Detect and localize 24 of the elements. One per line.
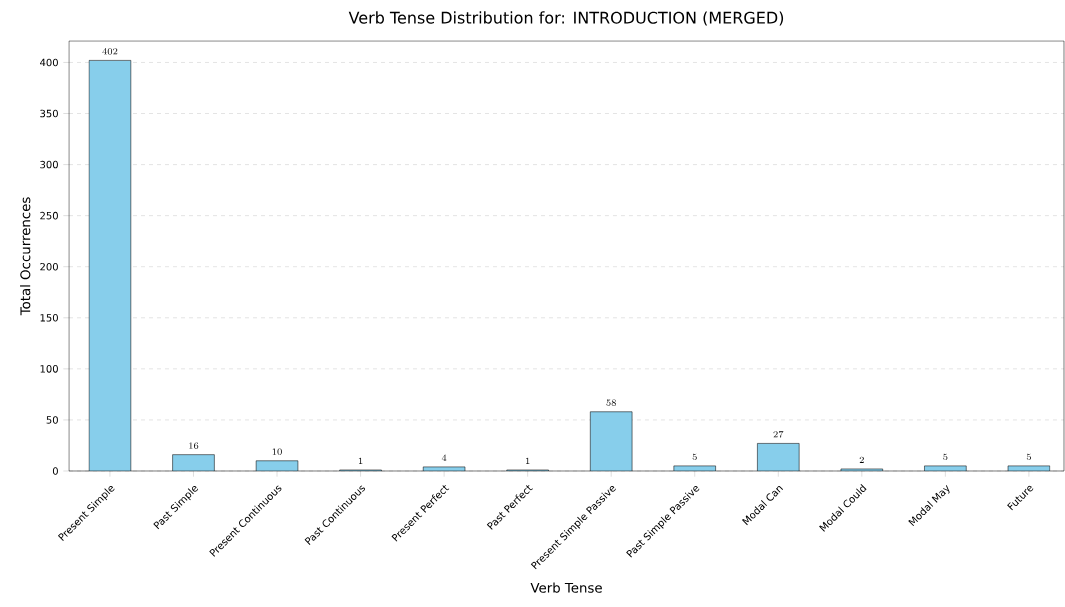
data-label: 27 xyxy=(773,431,784,438)
y-tick-label: 150 xyxy=(40,314,58,322)
data-label: 16 xyxy=(189,442,199,449)
data-label: 5 xyxy=(692,453,697,461)
y-axis-title: Total Occurrences xyxy=(20,197,31,316)
y-tick-label: 50 xyxy=(46,416,58,424)
y-tick-label: 250 xyxy=(40,211,58,220)
y-tick-label: 300 xyxy=(40,160,58,169)
data-label: 1 xyxy=(526,457,530,464)
data-label: 1 xyxy=(358,457,363,464)
y-tick-label: 400 xyxy=(40,58,58,67)
y-tick-label: 0 xyxy=(52,467,58,475)
x-axis-title: Verb Tense xyxy=(530,582,602,593)
data-label: 10 xyxy=(272,448,282,455)
data-label: 5 xyxy=(943,453,948,461)
data-label: 4 xyxy=(441,454,447,461)
y-tick-label: 350 xyxy=(40,109,58,118)
data-label: 58 xyxy=(606,399,616,406)
data-label: 5 xyxy=(1026,453,1031,461)
y-tick-label: 200 xyxy=(40,262,58,271)
chart-title: Verb Tense Distribution for: INTRODUCTION (MERGED) xyxy=(348,11,784,26)
y-tick-label: 100 xyxy=(40,365,58,373)
data-label: 2 xyxy=(859,456,864,463)
data-label: 402 xyxy=(102,48,118,55)
